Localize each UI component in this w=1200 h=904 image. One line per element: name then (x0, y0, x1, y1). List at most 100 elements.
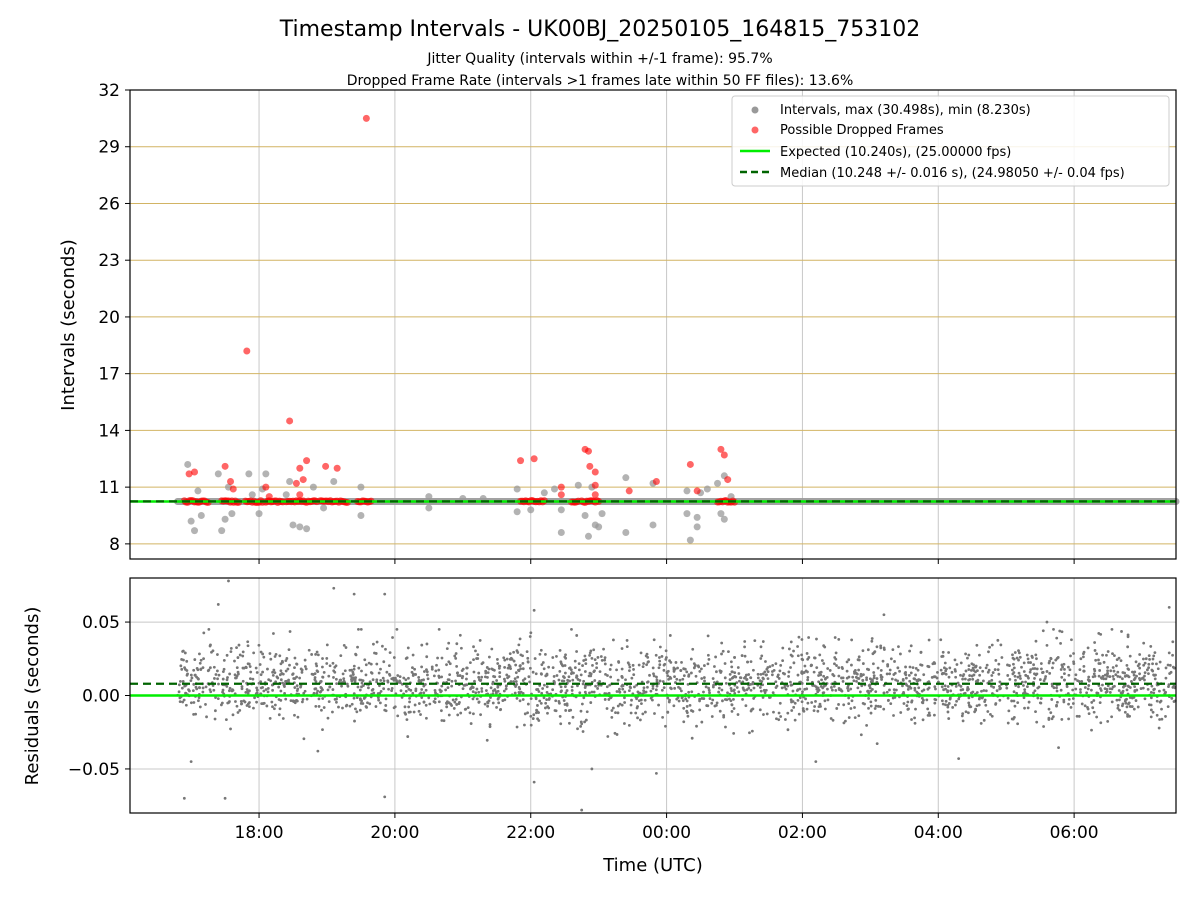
residual-point (876, 645, 879, 648)
residual-point (476, 653, 479, 656)
residual-point (666, 672, 669, 675)
residual-point (907, 688, 910, 691)
residual-point (1030, 655, 1033, 658)
residual-point (568, 722, 571, 725)
residual-point (936, 677, 939, 680)
dropped-frame-point (687, 461, 694, 468)
residual-point (985, 666, 988, 669)
residual-point (269, 652, 272, 655)
residual-point (1148, 654, 1151, 657)
residual-point (954, 676, 957, 679)
residual-point (272, 632, 275, 635)
residual-point (910, 701, 913, 704)
residual-point (1122, 686, 1125, 689)
residual-point (396, 674, 399, 677)
residual-point (1039, 701, 1042, 704)
residual-point (216, 670, 219, 673)
residual-point (771, 670, 774, 673)
residual-point (886, 691, 889, 694)
residual-point (781, 687, 784, 690)
residual-point (271, 705, 274, 708)
residual-point (299, 686, 302, 689)
interval-point (320, 504, 327, 511)
residual-point (1144, 697, 1147, 700)
residual-point (837, 638, 840, 641)
residual-point (879, 674, 882, 677)
residual-point (1082, 665, 1085, 668)
residual-point (982, 689, 985, 692)
residual-point (1006, 674, 1009, 677)
residual-point (912, 666, 915, 669)
residual-point (1152, 691, 1155, 694)
residual-point (695, 725, 698, 728)
residual-point (278, 654, 281, 657)
residual-point (303, 737, 306, 740)
residual-point (658, 666, 661, 669)
residual-point (999, 644, 1002, 647)
residual-point (311, 673, 314, 676)
residual-point (497, 701, 500, 704)
residual-point (794, 719, 797, 722)
residual-point (526, 650, 529, 653)
residual-point (237, 656, 240, 659)
residual-point (542, 661, 545, 664)
residual-point (647, 680, 650, 683)
residual-point (1087, 676, 1090, 679)
dropped-frame-point (230, 486, 237, 493)
residual-point (760, 690, 763, 693)
residual-point (1019, 677, 1022, 680)
residual-point (905, 677, 908, 680)
dropped-frame-point (303, 457, 310, 464)
residual-point (719, 710, 722, 713)
residual-point (945, 673, 948, 676)
residual-point (928, 714, 931, 717)
residual-point (503, 659, 506, 662)
residual-point (750, 710, 753, 713)
residual-point (489, 725, 492, 728)
residual-point (1055, 704, 1058, 707)
residual-point (386, 679, 389, 682)
residual-point (663, 686, 666, 689)
residual-point (847, 702, 850, 705)
residual-point (1027, 677, 1030, 680)
residual-point (1128, 675, 1131, 678)
residual-point (484, 703, 487, 706)
residual-point (255, 701, 258, 704)
residual-point (425, 689, 428, 692)
residual-point (707, 687, 710, 690)
intervals-y-tick-label: 32 (98, 81, 120, 101)
residual-point (584, 662, 587, 665)
residual-point (871, 680, 874, 683)
residual-point (318, 705, 321, 708)
residuals-y-tick-label: 0.05 (82, 613, 120, 633)
residual-point (588, 691, 591, 694)
residual-point (1048, 708, 1051, 711)
residual-point (534, 657, 537, 660)
residual-point (476, 697, 479, 700)
residual-point (529, 715, 532, 718)
residual-point (749, 676, 752, 679)
residual-point (579, 725, 582, 728)
residual-point (484, 672, 487, 675)
residual-point (1112, 675, 1115, 678)
residual-point (992, 671, 995, 674)
residual-point (568, 680, 571, 683)
residual-point (363, 658, 366, 661)
residual-point (378, 672, 381, 675)
residual-point (414, 689, 417, 692)
residual-point (418, 702, 421, 705)
residual-point (951, 671, 954, 674)
residual-outlier-point (332, 587, 335, 590)
residual-point (217, 697, 220, 700)
residual-point (558, 679, 561, 682)
residual-point (850, 664, 853, 667)
residual-point (187, 688, 190, 691)
residual-point (1090, 689, 1093, 692)
dropped-frame-point (531, 455, 538, 462)
residual-point (1022, 684, 1025, 687)
residual-point (562, 680, 565, 683)
residual-point (554, 709, 557, 712)
residual-point (752, 669, 755, 672)
residual-point (1147, 663, 1150, 666)
residual-point (1032, 692, 1035, 695)
